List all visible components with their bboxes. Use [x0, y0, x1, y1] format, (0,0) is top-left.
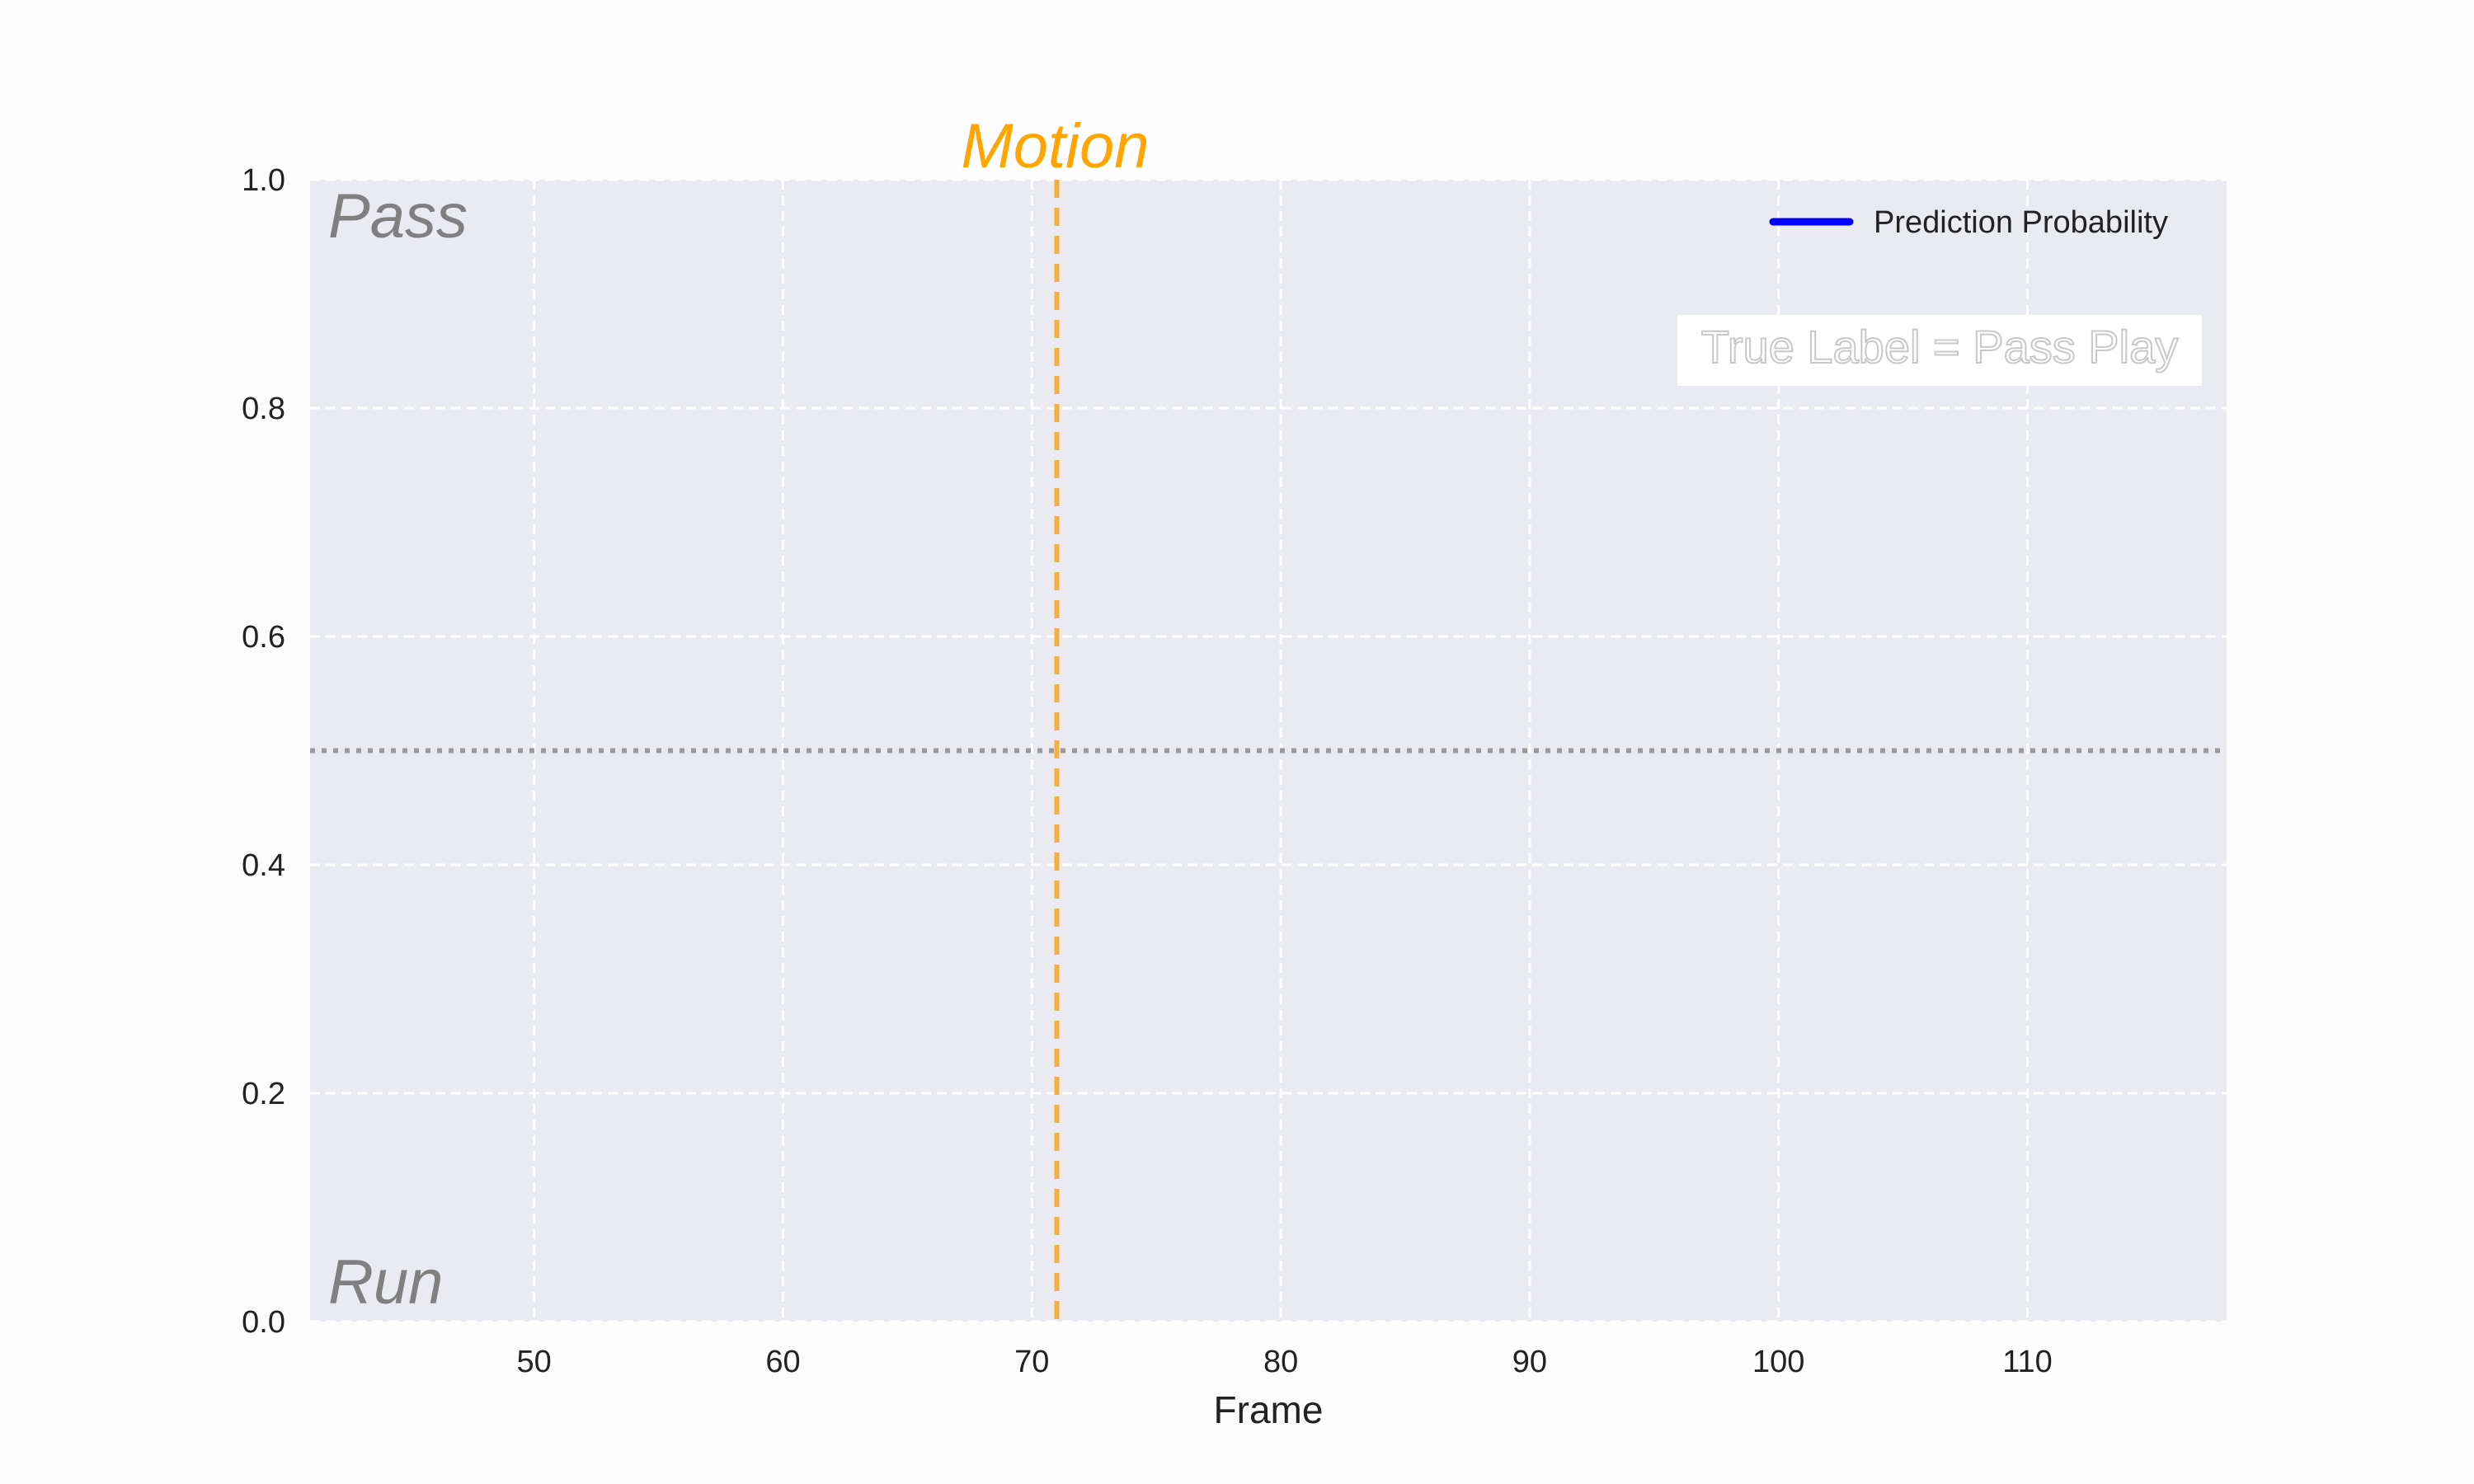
- y-tick-label: 0.6: [242, 620, 285, 655]
- legend-label-prediction: Prediction Probability: [1874, 205, 2168, 240]
- y-tick-label: 0.4: [242, 848, 285, 883]
- x-tick-label: 100: [1752, 1345, 1804, 1379]
- legend: Prediction Probability: [1769, 205, 2168, 240]
- y-tick-label: 1.0: [242, 163, 285, 198]
- y-tick-label: 0.2: [242, 1077, 285, 1111]
- x-tick-label: 70: [1014, 1345, 1049, 1379]
- motion-label: Motion: [961, 111, 1149, 181]
- y-tick-label: 0.8: [242, 392, 285, 426]
- y-tick-label: 0.0: [242, 1305, 285, 1340]
- x-tick-label: 110: [2002, 1345, 2053, 1379]
- x-tick-label: 80: [1263, 1345, 1298, 1379]
- x-tick-labels: 50 60 70 80 90 100 110: [516, 1345, 2052, 1379]
- true-label-text: True Label = Pass Play: [1701, 321, 2178, 373]
- pass-label: Pass: [328, 181, 468, 251]
- x-tick-label: 90: [1512, 1345, 1547, 1379]
- run-label: Run: [328, 1247, 443, 1317]
- true-label-background: [1677, 315, 2202, 386]
- x-tick-label: 50: [516, 1345, 551, 1379]
- x-tick-label: 60: [765, 1345, 800, 1379]
- true-label-box: True Label = Pass Play: [1677, 315, 2202, 386]
- y-gridlines: [310, 178, 2227, 1323]
- x-axis-title: Frame: [1214, 1388, 1324, 1431]
- y-tick-labels: 0.0 0.2 0.4 0.6 0.8 1.0: [242, 163, 285, 1340]
